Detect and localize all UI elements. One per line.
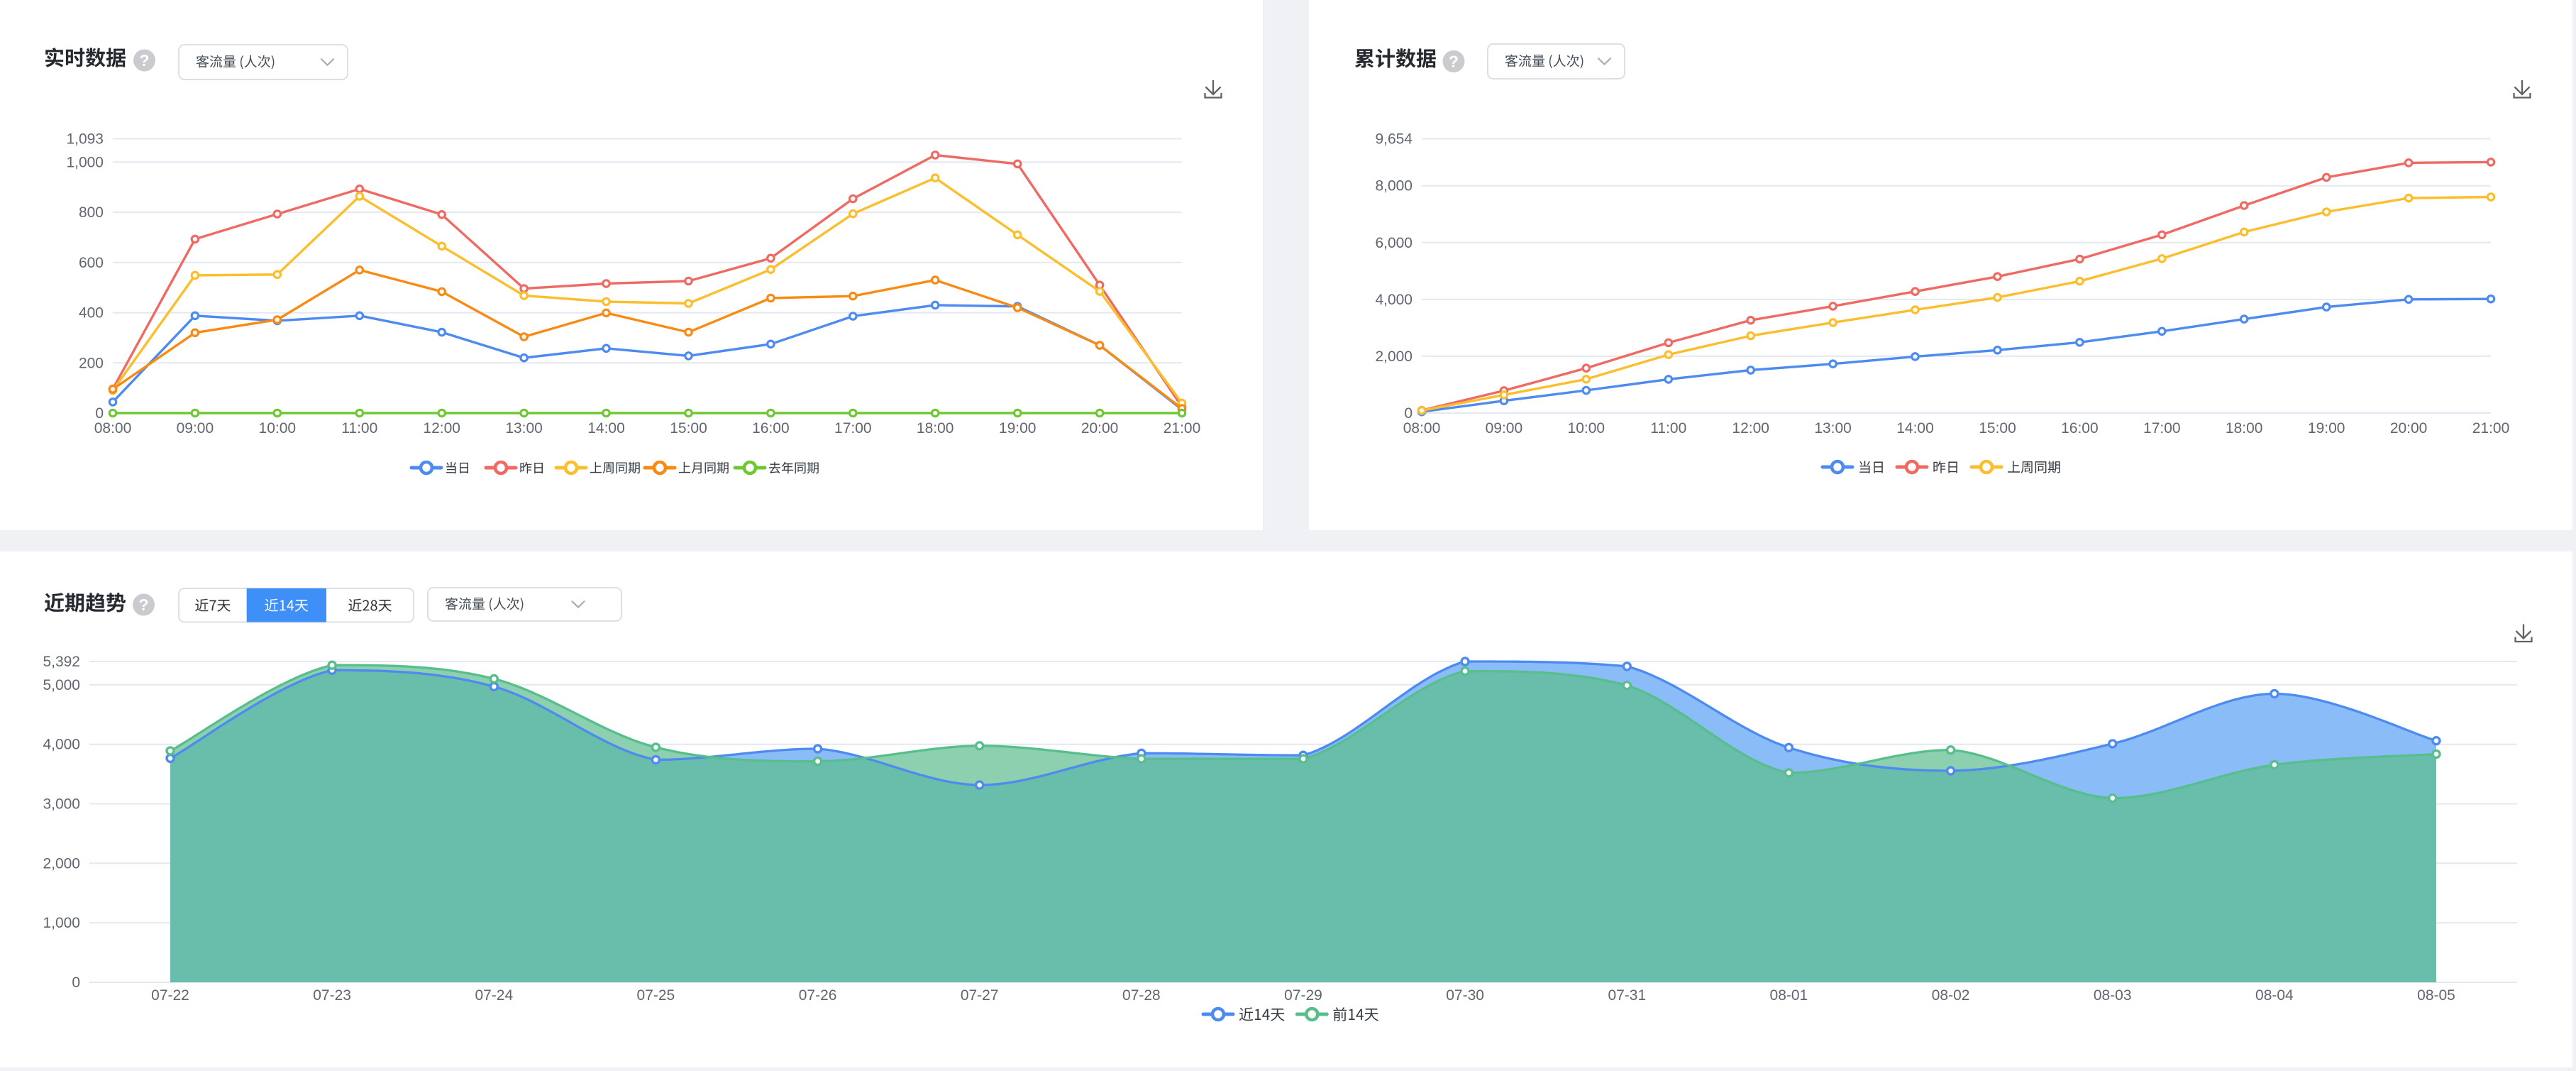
svg-text:19:00: 19:00 [2308,420,2345,436]
svg-text:16:00: 16:00 [752,420,790,436]
svg-text:?: ? [138,595,148,614]
svg-text:10:00: 10:00 [259,420,297,436]
svg-text:14:00: 14:00 [587,420,625,436]
svg-text:4,000: 4,000 [1375,292,1413,308]
svg-text:14:00: 14:00 [1896,420,1934,436]
svg-text:13:00: 13:00 [505,420,543,436]
svg-text:0: 0 [72,974,80,991]
svg-text:17:00: 17:00 [834,420,872,436]
svg-text:4,000: 4,000 [43,737,80,753]
svg-text:08:00: 08:00 [1403,420,1441,436]
svg-text:2,000: 2,000 [43,855,80,872]
svg-text:21:00: 21:00 [1163,420,1201,436]
svg-text:20:00: 20:00 [2390,420,2428,436]
svg-text:21:00: 21:00 [2472,420,2510,436]
svg-text:16:00: 16:00 [2061,420,2099,436]
svg-text:2,000: 2,000 [1375,348,1413,365]
svg-text:1,000: 1,000 [66,154,104,170]
svg-text:07-28: 07-28 [1122,987,1161,1004]
svg-text:15:00: 15:00 [670,420,707,436]
svg-text:15:00: 15:00 [1979,420,2016,436]
svg-text:18:00: 18:00 [917,420,954,436]
svg-text:07-26: 07-26 [799,987,837,1004]
svg-text:12:00: 12:00 [423,420,460,436]
svg-text:600: 600 [79,255,104,271]
svg-text:?: ? [139,51,149,70]
svg-text:8,000: 8,000 [1375,178,1413,194]
svg-text:11:00: 11:00 [341,420,377,436]
svg-text:08-04: 08-04 [2255,987,2294,1004]
svg-text:07-22: 07-22 [151,987,189,1004]
svg-text:800: 800 [79,204,104,221]
svg-text:17:00: 17:00 [2143,420,2181,436]
svg-text:12:00: 12:00 [1732,420,1769,436]
svg-text:19:00: 19:00 [999,420,1037,436]
svg-text:1,093: 1,093 [66,131,104,148]
svg-text:08-05: 08-05 [2417,987,2455,1004]
svg-text:11:00: 11:00 [1650,420,1686,436]
svg-text:0: 0 [95,405,104,422]
svg-text:6,000: 6,000 [1375,235,1413,251]
svg-text:08:00: 08:00 [94,420,132,436]
svg-text:18:00: 18:00 [2226,420,2263,436]
svg-text:07-29: 07-29 [1284,987,1322,1004]
svg-text:200: 200 [79,355,104,371]
svg-text:13:00: 13:00 [1814,420,1852,436]
svg-text:07-31: 07-31 [1608,987,1646,1004]
svg-text:?: ? [1449,53,1459,71]
svg-text:1,000: 1,000 [43,915,80,931]
svg-text:5,000: 5,000 [43,677,80,693]
svg-text:07-25: 07-25 [637,987,675,1004]
svg-text:9,654: 9,654 [1375,131,1413,148]
svg-text:08-02: 08-02 [1932,987,1970,1004]
svg-text:08-03: 08-03 [2094,987,2132,1004]
svg-text:09:00: 09:00 [1486,420,1523,436]
svg-text:07-24: 07-24 [475,987,513,1004]
svg-text:07-30: 07-30 [1446,987,1484,1004]
svg-text:07-27: 07-27 [961,987,999,1004]
svg-text:5,392: 5,392 [43,654,80,670]
svg-text:09:00: 09:00 [177,420,214,436]
svg-text:400: 400 [79,305,104,322]
svg-text:10:00: 10:00 [1568,420,1605,436]
svg-text:20:00: 20:00 [1081,420,1119,436]
svg-text:08-01: 08-01 [1770,987,1808,1004]
svg-text:3,000: 3,000 [43,796,80,813]
svg-text:07-23: 07-23 [313,987,351,1004]
svg-text:0: 0 [1404,405,1413,422]
